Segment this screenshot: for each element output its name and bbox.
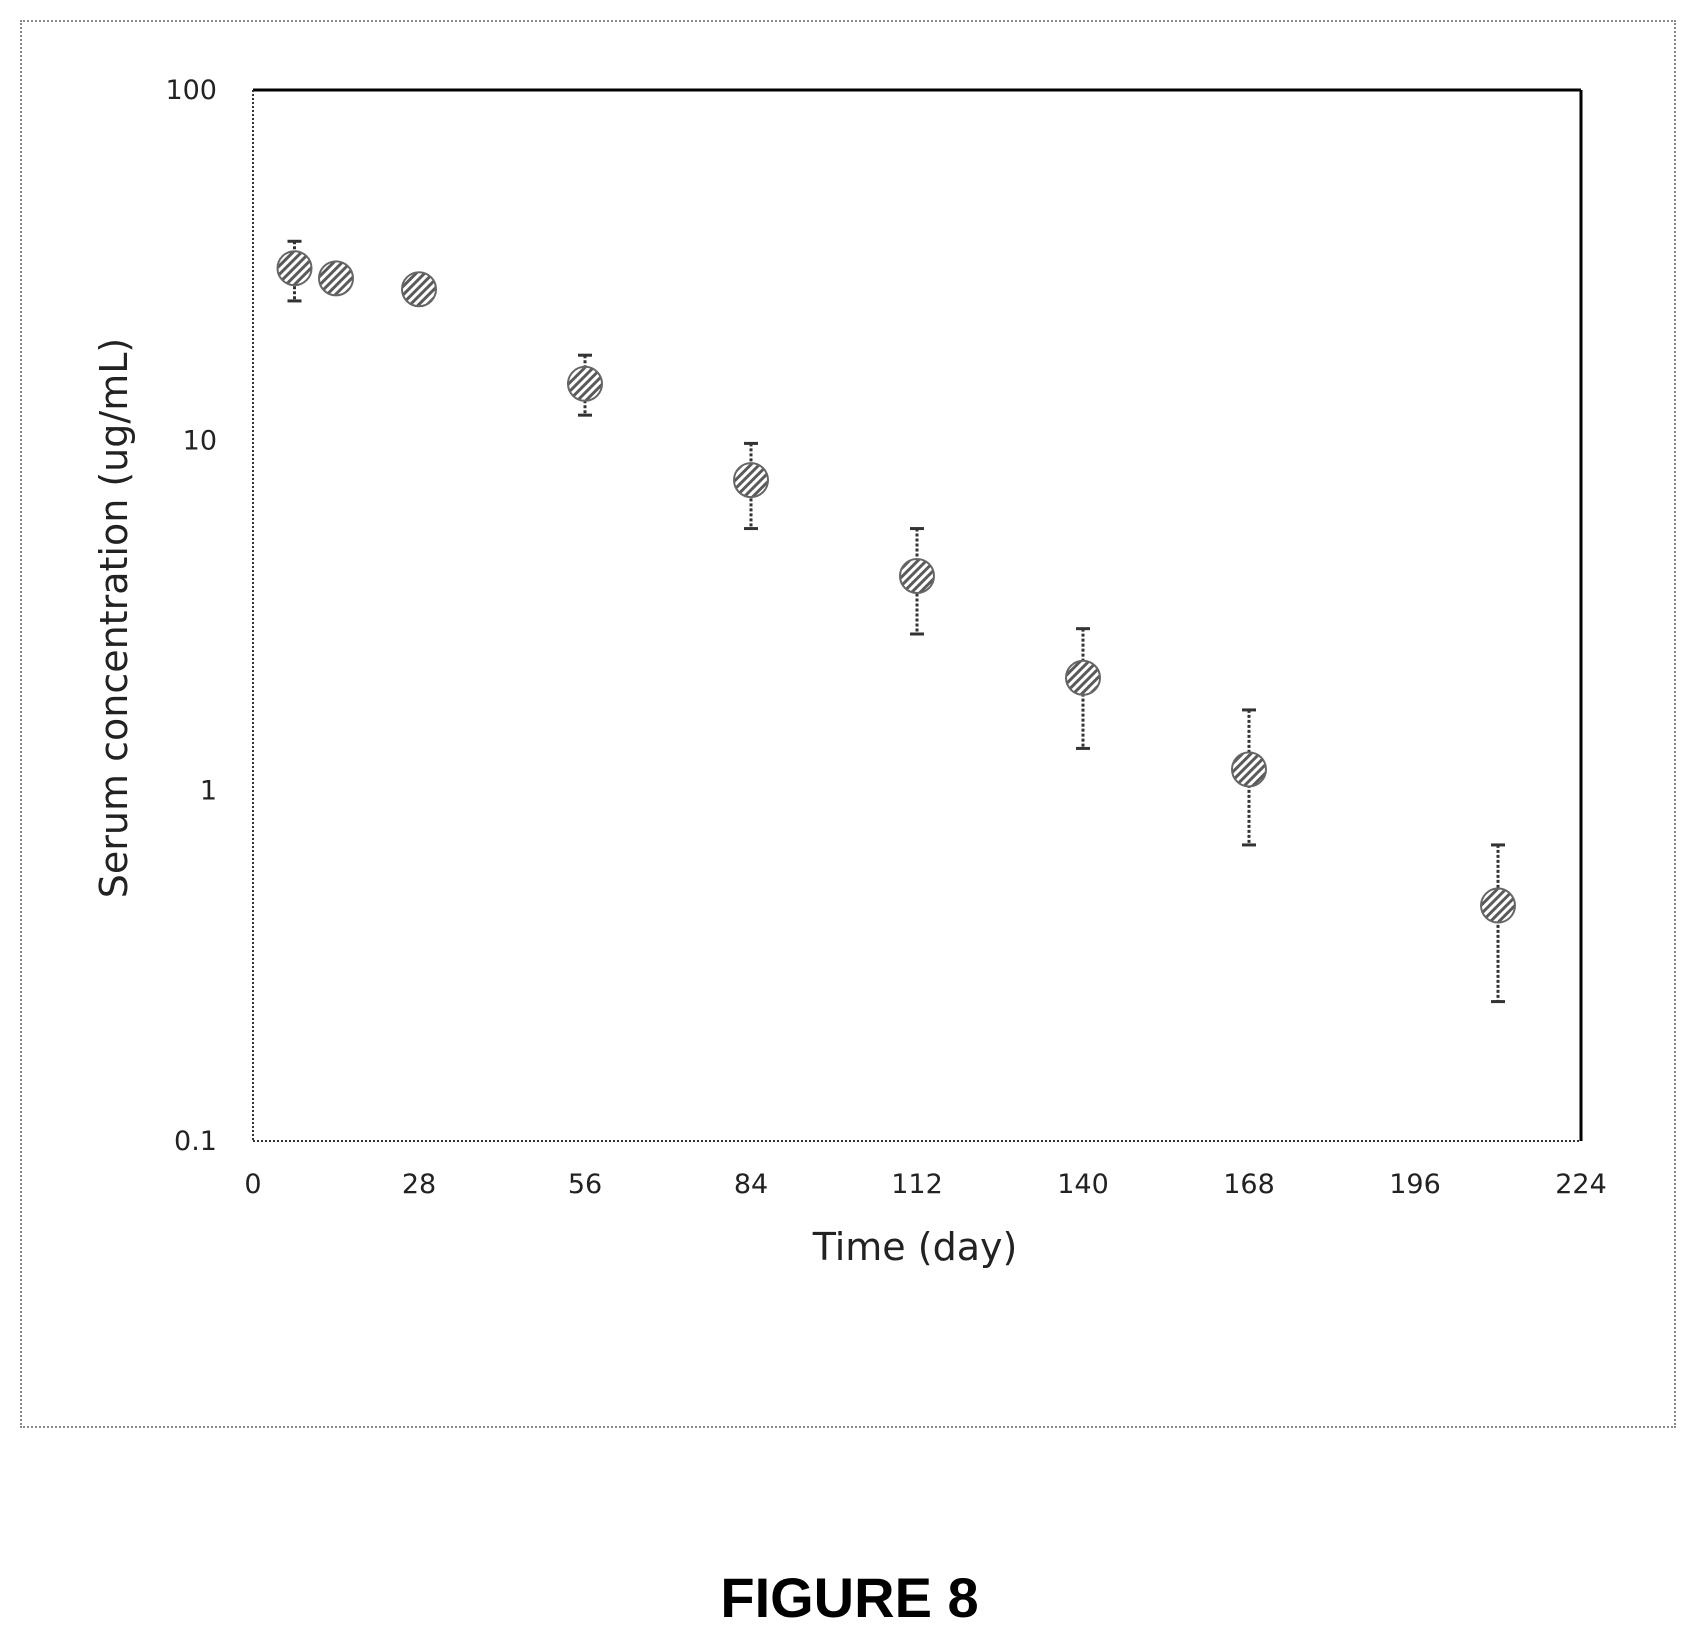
- data-point: [567, 365, 603, 402]
- y-tick-label: 0.1: [174, 1126, 217, 1157]
- x-tick-label: 56: [568, 1169, 602, 1200]
- error-bar: [287, 239, 302, 303]
- data-point: [276, 250, 313, 287]
- data-point: [401, 271, 437, 308]
- x-tick-label: 224: [1555, 1169, 1607, 1200]
- y-tick-label: 1: [200, 776, 217, 807]
- error-bar: [1076, 627, 1090, 750]
- x-tick-label: 140: [1057, 1169, 1109, 1200]
- x-tick-label: 84: [734, 1169, 768, 1200]
- data-point: [1231, 751, 1267, 788]
- y-axis-title: Serum concentration (ug/mL): [92, 338, 136, 898]
- y-tick-label: 100: [165, 75, 217, 106]
- scatter-chart: 0 28 56 84 112 140 168 196 224 0.1 1 10 100 Time (da…: [92, 75, 1607, 1269]
- y-tick-label: 10: [183, 425, 217, 456]
- data-point: [318, 260, 354, 297]
- figure-frame: [20, 20, 1676, 1428]
- figure-caption: FIGURE 8: [720, 1566, 979, 1629]
- x-axis-title: Time (day): [812, 1225, 1018, 1269]
- x-tick-label: 168: [1223, 1169, 1275, 1200]
- error-bar: [1491, 843, 1505, 1004]
- data-point: [1065, 659, 1101, 696]
- data-point: [733, 462, 769, 499]
- x-tick-label: 0: [244, 1169, 261, 1200]
- x-tick-label: 112: [891, 1169, 943, 1200]
- data-point: [899, 557, 935, 594]
- x-tick-label: 196: [1389, 1169, 1441, 1200]
- data-point: [1480, 887, 1516, 924]
- x-tick-label: 28: [402, 1169, 436, 1200]
- error-bar: [578, 353, 592, 417]
